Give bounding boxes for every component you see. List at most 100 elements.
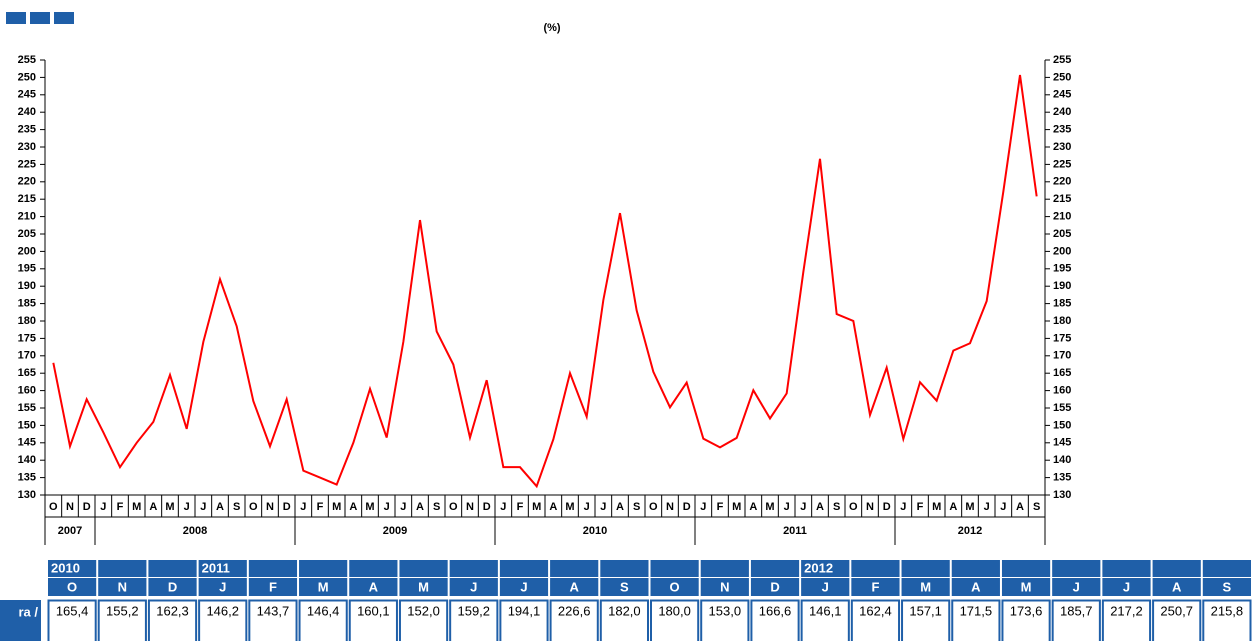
- month-cell-label: J: [219, 579, 226, 594]
- value-cell-label: 155,2: [106, 603, 139, 618]
- month-cell: [1001, 578, 1051, 596]
- month-cell-label: S: [1223, 579, 1232, 594]
- x-tick-label: J: [100, 501, 106, 513]
- value-cell: [1152, 599, 1202, 641]
- x-tick-label: N: [66, 501, 74, 513]
- month-cell: [550, 578, 599, 596]
- value-cell-label: 146,2: [206, 603, 239, 618]
- y-tick-label: 210: [18, 211, 36, 223]
- month-cell-label: O: [670, 579, 680, 594]
- y2-tick-label: 155: [1053, 402, 1071, 414]
- x-tick-label: M: [732, 501, 741, 513]
- y-tick-label: 180: [18, 315, 36, 327]
- y-tick-label: 185: [18, 298, 36, 310]
- month-cell: [650, 578, 699, 596]
- month-cell: [248, 578, 298, 596]
- value-cell-label: 160,1: [357, 603, 390, 618]
- month-cell: [148, 578, 197, 596]
- month-cell-label: M: [318, 579, 329, 594]
- y-tick-label: 255: [18, 54, 36, 66]
- value-cell-label: 217,2: [1110, 603, 1143, 618]
- value-cell: [147, 599, 198, 641]
- year-cell: [700, 560, 749, 577]
- value-cell: [97, 599, 147, 641]
- y2-tick-label: 160: [1053, 385, 1071, 397]
- month-cell: [449, 578, 498, 596]
- year-cell-label: 2012: [804, 560, 833, 575]
- value-cell: [348, 599, 398, 641]
- x-tick-label: A: [749, 501, 757, 513]
- x-tick-label: S: [633, 501, 640, 513]
- x-tick-label: M: [765, 501, 774, 513]
- value-cell-label: 143,7: [257, 603, 290, 618]
- x-tick-label: M: [965, 501, 974, 513]
- x-tick-label: J: [384, 501, 390, 513]
- value-cell-label: 159,2: [457, 603, 490, 618]
- y2-tick-label: 175: [1053, 332, 1071, 344]
- year-label: 2012: [958, 525, 982, 537]
- value-cell-label: 157,1: [909, 603, 942, 618]
- value-cell: [499, 599, 549, 641]
- year-cell: [48, 560, 97, 577]
- y-tick-label: 205: [18, 228, 36, 240]
- month-cell-label: A: [971, 579, 981, 594]
- year-cell: [650, 560, 699, 577]
- value-cell-label: 194,1: [508, 603, 541, 618]
- month-cell: [951, 578, 1000, 596]
- x-tick-label: A: [349, 501, 357, 513]
- month-cell: [349, 578, 398, 596]
- data-line: [52, 74, 1038, 489]
- x-tick-label: J: [1000, 501, 1006, 513]
- month-cell-label: M: [1021, 579, 1032, 594]
- x-tick-label: S: [1033, 501, 1040, 513]
- value-cell-label: 162,3: [156, 603, 189, 618]
- value-cell-label: 250,7: [1160, 603, 1193, 618]
- x-tick-label: O: [49, 501, 58, 513]
- y-tick-label: 190: [18, 280, 36, 292]
- y-tick-label: 150: [18, 419, 36, 431]
- value-cell-label: 180,0: [658, 603, 691, 618]
- year-label: 2008: [183, 525, 207, 537]
- x-tick-label: S: [433, 501, 440, 513]
- year-cell: [148, 560, 197, 577]
- value-cell: [800, 599, 850, 641]
- year-cell: [349, 560, 398, 577]
- month-cell-label: F: [871, 579, 879, 594]
- x-tick-label: A: [616, 501, 624, 513]
- y2-tick-label: 170: [1053, 350, 1071, 362]
- year-cell: [550, 560, 599, 577]
- value-cell-label: 162,4: [859, 603, 892, 618]
- x-tick-label: F: [517, 501, 524, 513]
- x-tick-label: O: [249, 501, 258, 513]
- x-tick-label: J: [784, 501, 790, 513]
- x-tick-label: A: [549, 501, 557, 513]
- y2-tick-label: 235: [1053, 124, 1071, 136]
- month-cell: [600, 578, 649, 596]
- y-tick-label: 235: [18, 124, 36, 136]
- month-cell-label: N: [118, 579, 127, 594]
- y-tick-label: 230: [18, 141, 36, 153]
- x-tick-label: J: [984, 501, 990, 513]
- x-tick-label: A: [416, 501, 424, 513]
- month-cell-label: J: [520, 579, 527, 594]
- year-label: 2007: [58, 525, 82, 537]
- x-tick-label: D: [283, 501, 291, 513]
- y-tick-label: 200: [18, 245, 36, 257]
- value-cell: [449, 599, 499, 641]
- value-cell-label: 226,6: [558, 603, 591, 618]
- x-tick-label: M: [565, 501, 574, 513]
- month-cell: [198, 578, 247, 596]
- value-cell-label: 185,7: [1060, 603, 1093, 618]
- year-cell: [198, 560, 247, 577]
- value-cell: [700, 599, 750, 641]
- month-cell-label: J: [822, 579, 829, 594]
- x-tick-label: D: [883, 501, 891, 513]
- logo-block: [30, 12, 50, 24]
- y-tick-label: 145: [18, 437, 36, 449]
- value-cell-label: 166,6: [759, 603, 792, 618]
- y2-tick-label: 215: [1053, 193, 1071, 205]
- y2-tick-label: 250: [1053, 71, 1071, 83]
- month-cell-label: D: [770, 579, 779, 594]
- month-cell: [1052, 578, 1101, 596]
